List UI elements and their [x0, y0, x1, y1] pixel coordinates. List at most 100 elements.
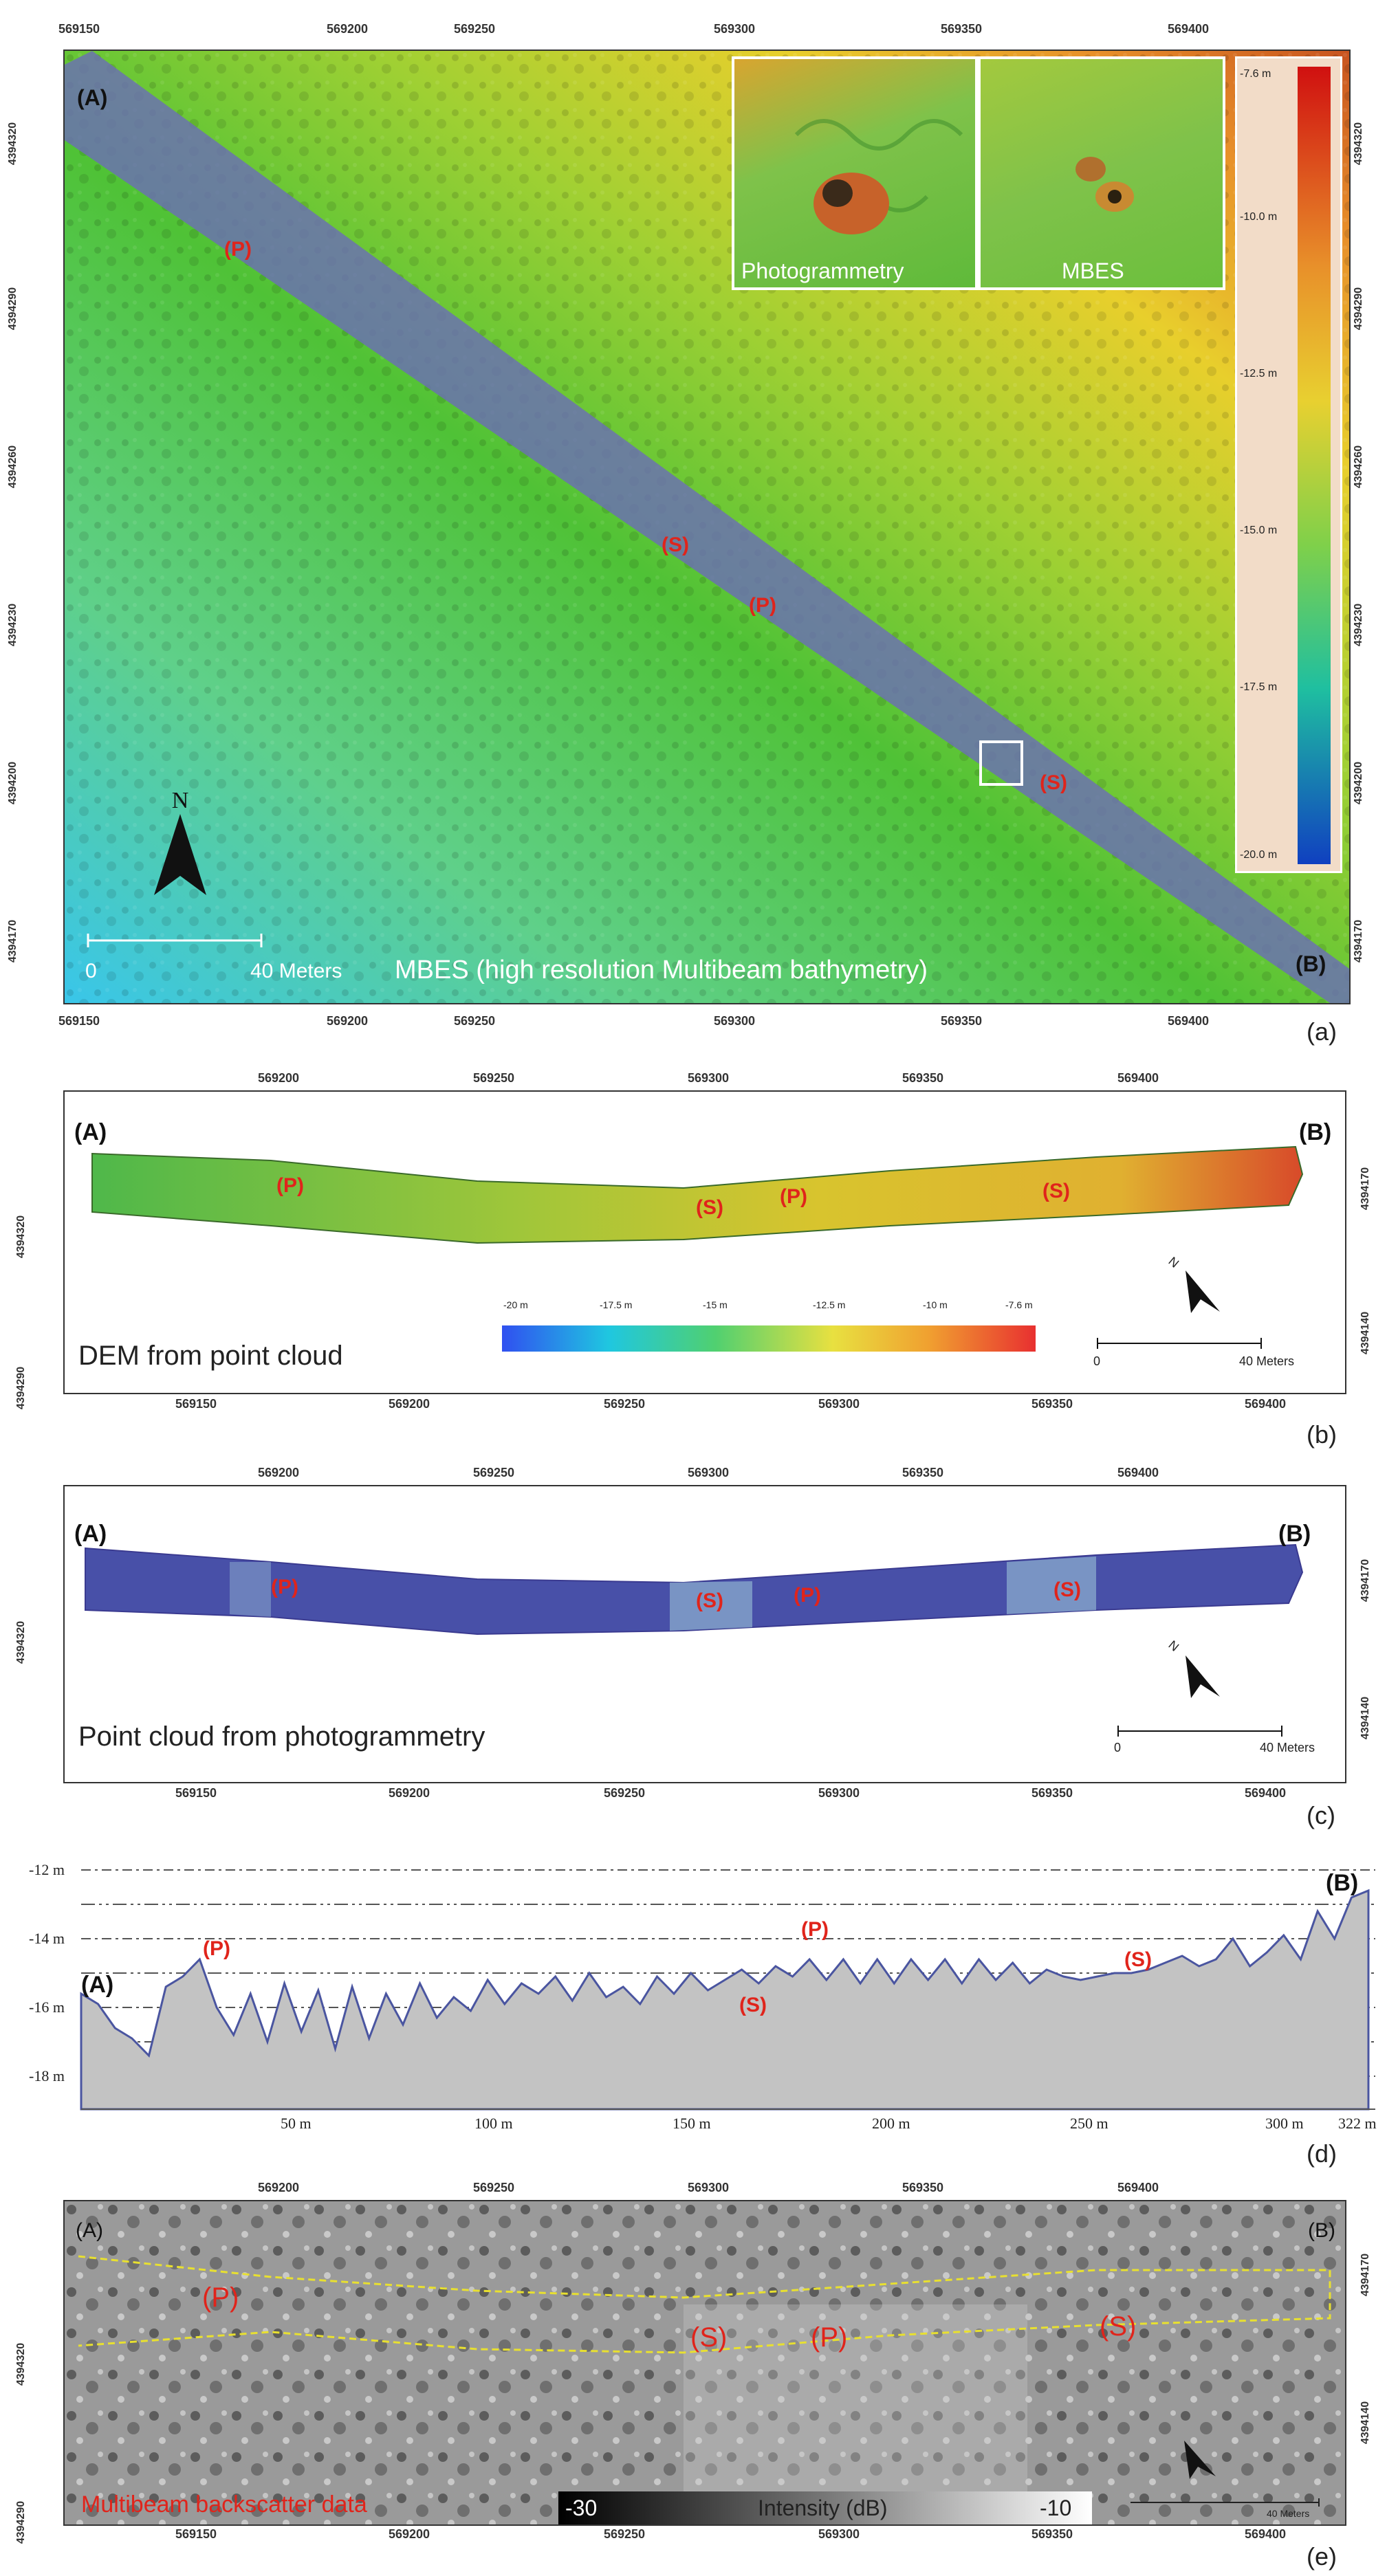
point-b-label: (B) [1299, 1119, 1332, 1145]
panel-letter: (e) [1307, 2542, 1337, 2571]
scale-zero: 0 [85, 960, 97, 982]
x-tick: 322 m [1338, 2115, 1377, 2132]
y-tick-left: 4394320 [15, 1215, 28, 1259]
map-caption: DEM from point cloud [78, 1341, 343, 1371]
y-tick-right: 4394260 [1353, 445, 1365, 489]
colorbar-tick: -12.5 m [813, 1299, 846, 1310]
x-tick-bottom: 569300 [818, 2527, 860, 2541]
x-tick-top: 569250 [472, 1466, 515, 1479]
x-tick-bottom: 569150 [175, 1786, 217, 1800]
y-tick-left: 4394230 [7, 603, 19, 647]
colorbar: -20 m -17.5 m -15 m -12.5 m -10 m -7.6 m [496, 1298, 1040, 1353]
scale-bar-line [87, 934, 263, 947]
colorbar-tick: -15 m [703, 1299, 728, 1310]
x-tick-top: 569350 [940, 22, 983, 36]
colorbar-tick: -15.0 m [1240, 525, 1278, 536]
point-a-label: (A) [81, 1972, 114, 1998]
x-tick-top: 569200 [257, 2181, 300, 2194]
x-tick-bottom: 569300 [818, 1397, 860, 1411]
colorbar-tick: -17.5 m [1240, 681, 1278, 693]
x-tick-bottom: 569250 [603, 1397, 646, 1411]
profile-section-label: (P) [202, 2282, 239, 2313]
x-tick-bottom: 569200 [388, 2527, 430, 2541]
x-tick-top: 569200 [257, 1466, 300, 1479]
x-tick: 50 m [281, 2115, 312, 2132]
scale-bar: 0 40 Meters [85, 932, 342, 994]
colorbar-tick: -7.6 m [1005, 1299, 1033, 1310]
x-tick-top: 569300 [713, 22, 756, 36]
colorbar-tick: -10.0 m [1240, 211, 1278, 223]
scale-bar-line [1117, 1726, 1282, 1737]
y-tick-left: 4394320 [15, 1620, 28, 1664]
y-tick-right: 4394140 [1359, 1696, 1372, 1740]
map-caption: MBES (high resolution Multibeam bathymet… [395, 956, 928, 984]
x-tick-bottom: 569350 [1031, 1786, 1073, 1800]
slope-section-label: (S) [1040, 771, 1067, 794]
x-tick-top: 569400 [1117, 2181, 1159, 2194]
inset-mbes: MBES [981, 59, 1223, 287]
x-tick-top: 569150 [58, 22, 100, 36]
x-tick: 150 m [673, 2115, 711, 2132]
north-label: N [171, 788, 189, 813]
y-tick-right: 4394230 [1353, 603, 1365, 647]
y-tick-left: 4394260 [7, 445, 19, 489]
y-tick-right: 4394290 [1353, 287, 1365, 331]
slope-section-label: (S) [1124, 1948, 1152, 1971]
map-caption: Multibeam backscatter data [81, 2491, 367, 2518]
y-tick-left: 4394320 [7, 122, 19, 166]
profile-section-label: (P) [276, 1174, 304, 1197]
point-b-label: (B) [1296, 951, 1326, 976]
point-a-label: (A) [74, 1119, 107, 1145]
scale-zero: 0 [1093, 1354, 1101, 1368]
intensity-colorbar: -30 Intensity (dB) -10 [558, 2491, 1092, 2524]
y-tick-right: 4394170 [1353, 919, 1365, 963]
y-tick: -16 m [29, 1999, 65, 2016]
x-tick: 300 m [1265, 2115, 1304, 2132]
y-tick-right: 4394320 [1353, 122, 1365, 166]
x-tick-top: 569400 [1167, 22, 1210, 36]
point-cloud-strip-image [85, 1543, 1304, 1636]
mbes-map: (A) (B) (P) (S) (P) (S) N 0 40 Meters MB… [63, 49, 1351, 1004]
x-tick-bottom: 569300 [818, 1786, 860, 1800]
scale-bar-line [1131, 2498, 1320, 2507]
x-tick-top: 569200 [326, 22, 369, 36]
x-tick-top: 569300 [687, 1071, 730, 1085]
inset-photogrammetry: Photogrammetry [734, 59, 975, 287]
backscatter-image [65, 2201, 1345, 2524]
point-b-label: (B) [1308, 2219, 1335, 2242]
x-tick-bottom: 569400 [1244, 2527, 1287, 2541]
x-tick-top: 569200 [257, 1071, 300, 1085]
x-tick-top: 569350 [902, 2181, 944, 2194]
x-tick-bottom: 569200 [388, 1786, 430, 1800]
x-tick-bottom: 569150 [175, 1397, 217, 1411]
x-tick-top: 569400 [1117, 1071, 1159, 1085]
y-tick-right: 4394170 [1359, 1167, 1372, 1211]
inset-right-label: MBES [1062, 258, 1124, 283]
colorbar-tick: -17.5 m [600, 1299, 633, 1310]
point-a-label: (A) [76, 2219, 103, 2242]
x-tick-bottom: 569200 [388, 1397, 430, 1411]
map-caption: Point cloud from photogrammetry [78, 1721, 485, 1752]
scale-text: 40 Meters [250, 960, 342, 982]
x-tick-bottom: 569200 [326, 1014, 369, 1028]
colorbar-gradient [1298, 67, 1331, 864]
colorbar-tick: -7.6 m [1240, 68, 1271, 80]
x-tick-bottom: 569400 [1244, 1397, 1287, 1411]
profile-section-label: (P) [203, 1937, 230, 1960]
panel-letter: (b) [1307, 1420, 1337, 1449]
y-tick: -12 m [29, 1861, 65, 1878]
profile-section-label: (P) [271, 1576, 298, 1598]
y-tick-left: 4394320 [15, 2342, 28, 2386]
dem-strip-image [91, 1145, 1304, 1244]
inset-panel: Photogrammetry MBES [732, 56, 1225, 290]
x-tick-bottom: 569250 [453, 1014, 496, 1028]
slope-section-label: (S) [1100, 2311, 1137, 2342]
y-tick-right: 4394140 [1359, 1311, 1372, 1355]
x-tick-bottom: 569350 [1031, 1397, 1073, 1411]
colorbar-tick: -20.0 m [1240, 849, 1278, 861]
north-arrow: N [153, 788, 208, 896]
point-a-label: (A) [74, 1521, 107, 1547]
colorbar-tick: -10 m [923, 1299, 948, 1310]
y-tick-left: 4394290 [15, 1366, 28, 1410]
point-cloud-map: (A) (B) (P) (S) (P) (S) Point cloud from… [63, 1485, 1346, 1783]
